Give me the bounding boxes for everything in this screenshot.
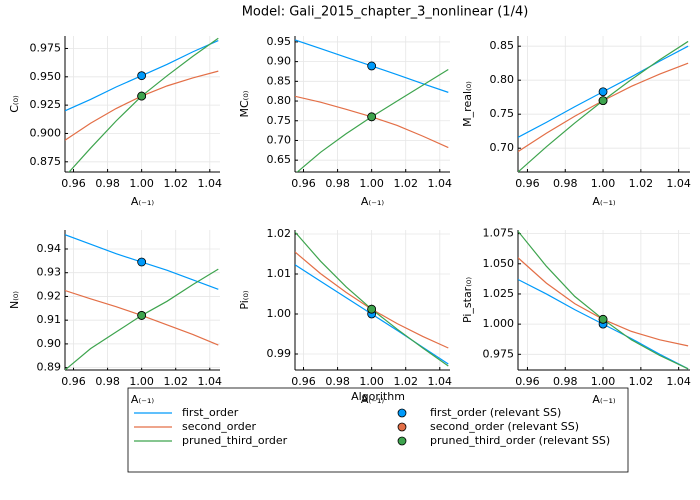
x-tick-label: 1.00	[359, 375, 384, 388]
x-axis-label: A₍₋₁₎	[361, 195, 384, 208]
y-tick-label: 0.80	[267, 94, 292, 107]
x-tick-label: 1.02	[629, 375, 654, 388]
y-tick-label: 0.75	[490, 107, 515, 120]
y-tick-label: 0.95	[267, 35, 292, 48]
y-tick-label: 0.975	[30, 41, 62, 54]
y-tick-label: 1.025	[483, 287, 515, 300]
x-axis-label: A₍₋₁₎	[131, 195, 154, 208]
x-tick-label: 1.02	[393, 375, 418, 388]
x-tick-label: 1.04	[666, 177, 691, 190]
y-tick-label: 0.80	[490, 73, 515, 86]
marker	[598, 314, 608, 324]
x-tick-label: 0.98	[95, 177, 120, 190]
x-tick-label: 1.00	[591, 177, 616, 190]
legend-marker	[397, 422, 407, 432]
y-tick-label: 0.91	[37, 313, 62, 326]
y-axis-label: Pi₍₀₎	[238, 290, 251, 310]
y-tick-label: 1.00	[267, 307, 292, 320]
y-tick-label: 0.90	[267, 55, 292, 68]
x-tick-label: 1.04	[198, 177, 223, 190]
y-tick-label: 1.01	[267, 267, 292, 280]
x-tick-label: 1.02	[163, 177, 188, 190]
legend-label: first_order	[182, 406, 239, 419]
x-tick-label: 1.02	[629, 177, 654, 190]
x-tick-label: 0.98	[553, 375, 578, 388]
y-tick-label: 1.02	[267, 227, 292, 240]
y-tick-label: 0.99	[267, 347, 292, 360]
y-tick-label: 0.950	[30, 70, 62, 83]
y-tick-label: 1.050	[483, 257, 515, 270]
x-tick-label: 0.98	[325, 177, 350, 190]
y-tick-label: 0.93	[37, 266, 62, 279]
chart-title: Model: Gali_2015_chapter_3_nonlinear (1/…	[242, 5, 529, 20]
x-tick-label: 0.96	[515, 375, 540, 388]
y-tick-label: 0.75	[267, 114, 292, 127]
marker	[598, 87, 608, 97]
y-tick-label: 1.075	[483, 227, 515, 240]
x-tick-label: 1.00	[129, 177, 154, 190]
y-axis-label: N₍₀₎	[8, 291, 21, 309]
legend-marker	[397, 408, 407, 418]
y-tick-label: 0.89	[37, 361, 62, 374]
y-axis-label: C₍₀₎	[8, 95, 21, 113]
marker	[137, 91, 147, 101]
x-tick-label: 0.96	[515, 177, 540, 190]
x-tick-label: 1.04	[198, 375, 223, 388]
x-tick-label: 0.96	[291, 177, 316, 190]
y-axis-label: Pi_star₍₀₎	[461, 277, 474, 323]
y-axis-label: M_real₍₀₎	[461, 81, 474, 127]
marker	[598, 96, 608, 105]
legend-marker	[397, 436, 407, 446]
legend-label: second_order	[182, 420, 257, 433]
legend-label: first_order (relevant SS)	[430, 406, 561, 419]
y-axis-label: MC₍₀₎	[238, 90, 251, 117]
y-tick-label: 0.92	[37, 289, 62, 302]
y-tick-label: 0.90	[37, 337, 62, 350]
x-axis-label: A₍₋₁₎	[592, 195, 615, 208]
x-tick-label: 1.00	[129, 375, 154, 388]
y-tick-label: 0.875	[30, 155, 62, 168]
x-tick-label: 0.98	[95, 375, 120, 388]
x-axis-label: A₍₋₁₎	[592, 393, 615, 406]
x-tick-label: 0.96	[291, 375, 316, 388]
legend-label: pruned_third_order	[182, 434, 288, 447]
x-tick-label: 0.96	[61, 177, 86, 190]
marker	[137, 311, 147, 320]
x-tick-label: 0.98	[553, 177, 578, 190]
y-tick-label: 0.70	[490, 141, 515, 154]
legend-label: second_order (relevant SS)	[430, 420, 579, 433]
y-tick-label: 0.900	[30, 126, 62, 139]
x-tick-label: 0.98	[325, 375, 350, 388]
y-tick-label: 0.85	[490, 39, 515, 52]
x-tick-label: 1.04	[666, 375, 691, 388]
x-tick-label: 1.04	[428, 177, 453, 190]
y-tick-label: 0.65	[267, 153, 292, 166]
marker	[367, 61, 377, 71]
y-tick-label: 1.000	[483, 317, 515, 330]
x-tick-label: 1.02	[393, 177, 418, 190]
y-tick-label: 0.70	[267, 133, 292, 146]
x-axis-label: A₍₋₁₎	[361, 393, 384, 406]
x-axis-label: A₍₋₁₎	[131, 393, 154, 406]
y-tick-label: 0.925	[30, 98, 62, 111]
legend-label: pruned_third_order (relevant SS)	[430, 434, 610, 447]
x-tick-label: 1.00	[591, 375, 616, 388]
x-tick-label: 1.00	[359, 177, 384, 190]
marker	[137, 257, 147, 267]
y-tick-label: 0.94	[37, 242, 62, 255]
x-tick-label: 1.04	[428, 375, 453, 388]
marker	[367, 304, 377, 314]
x-tick-label: 1.02	[163, 375, 188, 388]
marker	[367, 112, 377, 122]
y-tick-label: 0.85	[267, 74, 292, 87]
legend-title: Algorithm	[351, 390, 405, 403]
y-tick-label: 0.975	[483, 347, 515, 360]
x-tick-label: 0.96	[61, 375, 86, 388]
marker	[137, 71, 147, 81]
legend-box	[127, 387, 629, 473]
